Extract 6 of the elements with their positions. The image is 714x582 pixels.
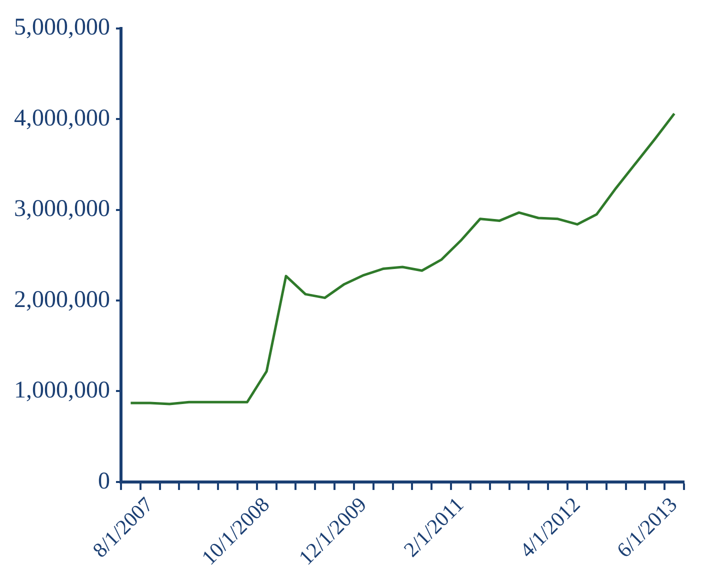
y-tick-label: 2,000,000 <box>14 286 110 313</box>
y-tick-label: 3,000,000 <box>14 196 110 222</box>
y-tick-label: 0 <box>98 468 110 494</box>
y-tick-label: 5,000,000 <box>14 14 110 41</box>
y-tick-label: 4,000,000 <box>14 105 110 132</box>
y-tick-label: 1,000,000 <box>14 378 110 404</box>
